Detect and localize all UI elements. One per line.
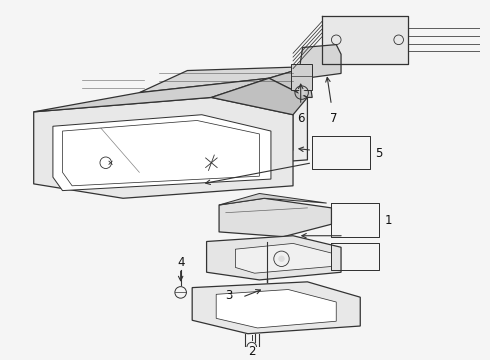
Text: 4: 4 [177, 256, 184, 269]
Text: 3: 3 [225, 289, 233, 302]
Polygon shape [139, 78, 307, 170]
Polygon shape [235, 243, 331, 273]
Polygon shape [53, 115, 271, 190]
Polygon shape [219, 193, 327, 205]
Circle shape [299, 90, 305, 95]
Polygon shape [34, 98, 293, 198]
Polygon shape [216, 289, 336, 328]
Circle shape [279, 256, 284, 262]
Text: 2: 2 [248, 345, 255, 358]
Polygon shape [291, 64, 312, 90]
Polygon shape [269, 67, 312, 98]
Polygon shape [192, 282, 360, 334]
Polygon shape [63, 121, 259, 186]
Text: 7: 7 [330, 112, 337, 125]
Polygon shape [34, 78, 269, 112]
Text: 1: 1 [384, 214, 392, 227]
Polygon shape [322, 16, 408, 64]
Polygon shape [139, 67, 307, 93]
Polygon shape [219, 198, 331, 237]
Polygon shape [207, 236, 341, 280]
Text: 5: 5 [375, 147, 382, 159]
Polygon shape [211, 78, 307, 115]
Text: 6: 6 [297, 112, 304, 125]
Polygon shape [300, 45, 341, 78]
Polygon shape [159, 90, 293, 160]
